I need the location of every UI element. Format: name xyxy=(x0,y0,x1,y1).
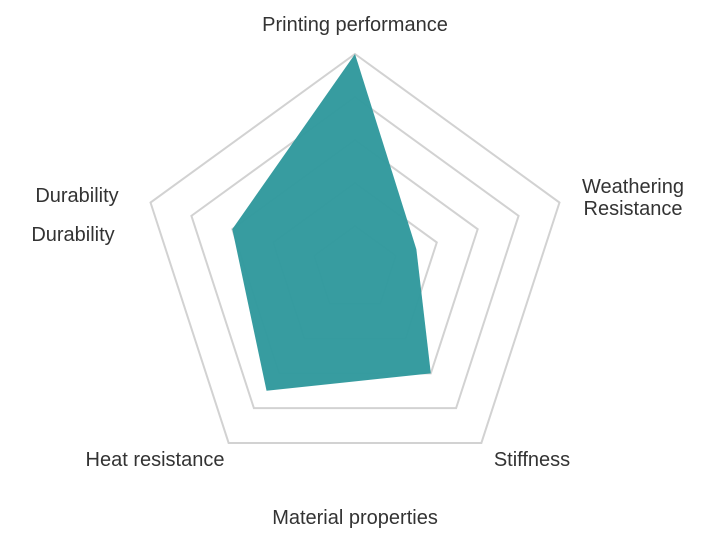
axis-label: Durability xyxy=(35,185,119,207)
axis-label: Stiffness xyxy=(493,449,571,471)
grid-ring xyxy=(149,52,561,444)
chart-title: Material properties xyxy=(272,507,438,529)
series-label: Durability xyxy=(31,224,115,246)
grid-ring xyxy=(190,95,520,410)
axis-label: Weathering Resistance xyxy=(582,176,684,220)
radar-area xyxy=(232,54,431,391)
axis-label: Heat resistance xyxy=(85,449,225,471)
axis-label: Printing performance xyxy=(262,14,448,36)
